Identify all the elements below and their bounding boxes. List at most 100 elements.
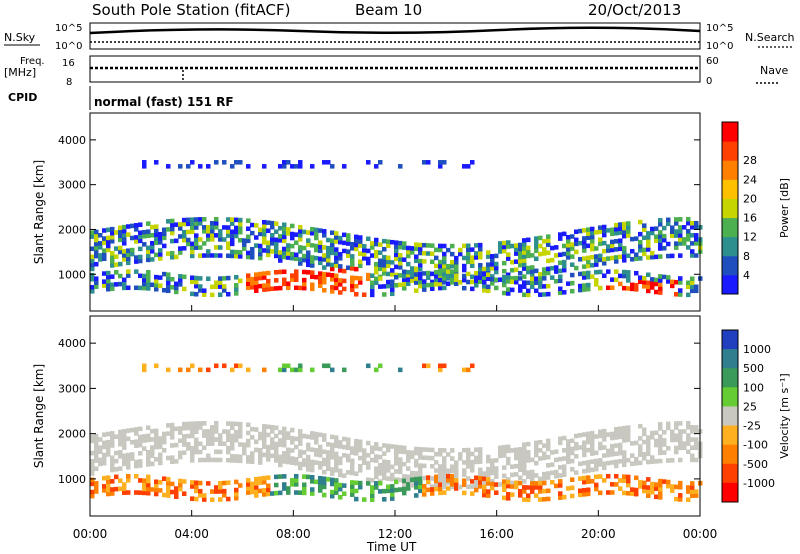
velocity-cell [146, 458, 151, 463]
velocity-cell [502, 465, 507, 470]
power-cell [558, 232, 563, 237]
velocity-cell [670, 429, 675, 435]
velocity-cell [110, 491, 115, 496]
velocity-cell [274, 445, 279, 451]
velocity-cell [626, 429, 631, 434]
power-cell [382, 263, 387, 268]
velocity-cell [378, 462, 383, 468]
power-cell [122, 277, 127, 283]
velocity-cell [254, 481, 259, 486]
velocity-cell [282, 426, 287, 432]
velocity-cell [226, 457, 231, 463]
colorbar-block [722, 141, 738, 161]
velocity-cell [238, 442, 243, 447]
power-cell [94, 241, 99, 247]
power-cell [442, 160, 447, 165]
power-cell [310, 274, 315, 279]
power-cell [622, 225, 627, 231]
velocity-cell [90, 471, 95, 476]
velocity-cell [546, 471, 551, 476]
velocity-cell [642, 484, 647, 490]
power-cell [102, 248, 107, 253]
velocity-cell [570, 446, 575, 452]
velocity-cell [146, 433, 151, 439]
power-cell [386, 255, 391, 261]
velocity-cell [338, 460, 343, 466]
velocity-cell [610, 435, 615, 441]
power-cell [158, 236, 163, 241]
velocity-cell [450, 482, 455, 487]
velocity-cell [90, 434, 95, 440]
power-cell [178, 222, 183, 227]
power-ylabel: Slant Range [km] [32, 160, 46, 264]
power-cell [206, 253, 211, 258]
power-cell [570, 272, 575, 278]
velocity-cell [678, 421, 683, 426]
power-cell [646, 284, 651, 290]
velocity-cell [502, 487, 507, 492]
velocity-cell [318, 465, 323, 470]
power-cell [606, 248, 611, 253]
power-cell [518, 288, 523, 293]
power-cell [170, 238, 175, 244]
velocity-cell [90, 458, 95, 464]
power-cell [90, 276, 95, 282]
velocity-cell [646, 485, 651, 490]
power-cell [246, 234, 251, 240]
velocity-cell [494, 474, 499, 479]
colorbar-tick-label: 28 [743, 154, 757, 167]
power-cell [266, 244, 271, 250]
power-cell [610, 247, 615, 253]
power-cell [566, 247, 571, 252]
velocity-cell [278, 438, 283, 443]
power-cell [374, 280, 379, 286]
power-cell [430, 282, 435, 287]
velocity-cell [418, 463, 423, 468]
velocity-cell [302, 486, 307, 492]
velocity-cell [134, 490, 139, 495]
velocity-cell [318, 475, 323, 481]
velocity-cell [418, 476, 423, 481]
velocity-cell [398, 367, 403, 373]
velocity-cell [350, 466, 355, 472]
velocity-cell [106, 479, 111, 485]
power-cell [126, 248, 131, 253]
power-cell [450, 269, 455, 274]
velocity-cell [514, 455, 519, 461]
colorbar-tick-label: 20 [743, 192, 757, 205]
velocity-cell [194, 484, 199, 490]
power-cell [502, 248, 507, 254]
velocity-cell [198, 488, 203, 494]
power-cell [418, 250, 423, 256]
power-cell [534, 276, 539, 281]
velocity-cell [442, 460, 447, 465]
power-cell [482, 288, 487, 293]
power-cell [202, 253, 207, 258]
velocity-cell [198, 492, 203, 498]
power-cell [294, 252, 299, 258]
velocity-cell [210, 425, 215, 430]
power-cell [606, 285, 611, 291]
power-cell [582, 275, 587, 280]
y-tick-label: 4000 [58, 134, 86, 147]
power-cell [322, 265, 327, 270]
power-cell [106, 239, 111, 245]
power-cell [402, 282, 407, 287]
velocity-cell [178, 426, 183, 431]
power-cell [142, 277, 147, 283]
velocity-cell [250, 435, 255, 440]
power-cell [614, 277, 619, 283]
power-cell [122, 228, 127, 234]
velocity-cell [646, 435, 651, 440]
velocity-cell [578, 461, 583, 467]
power-cell [234, 225, 239, 231]
power-cell [270, 237, 275, 242]
power-cell [158, 240, 163, 245]
velocity-cell [394, 469, 399, 474]
velocity-cell [234, 495, 239, 501]
power-cell [470, 286, 475, 292]
velocity-cell [442, 456, 447, 461]
power-cell [362, 248, 367, 253]
velocity-cell [98, 457, 103, 463]
power-cell [598, 237, 603, 243]
